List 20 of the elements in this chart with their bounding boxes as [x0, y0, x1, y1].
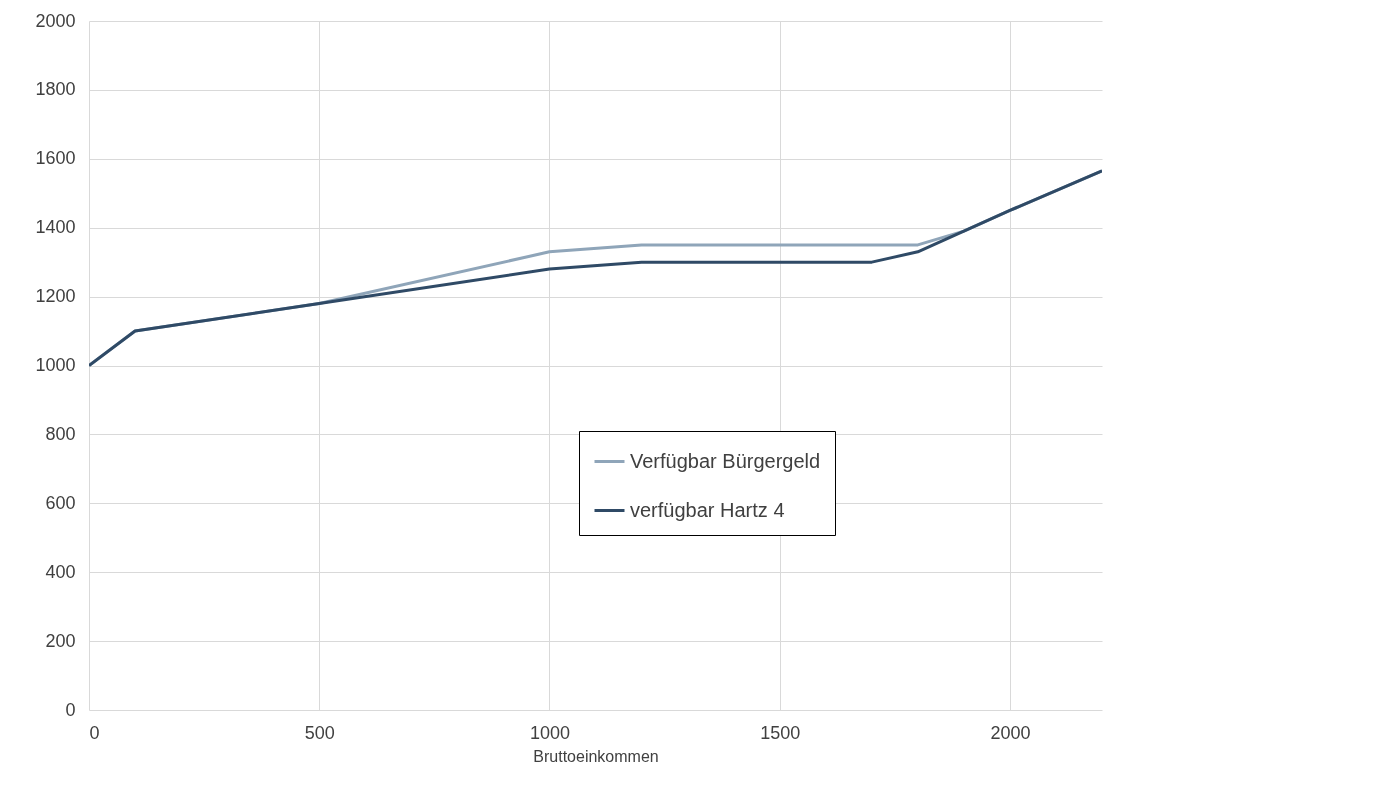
line-series — [89, 169, 1102, 367]
legend-label: verfügbar Hartz 4 — [630, 498, 785, 521]
x-tick-label: 1500 — [760, 722, 801, 743]
legend-label: Verfügbar Bürgergeld — [630, 449, 821, 472]
x-axis-title: Bruttoeinkommen — [533, 747, 659, 765]
y-tick-label: 400 — [45, 561, 76, 582]
x-tick-label: 1000 — [529, 722, 570, 743]
y-tick-label: 1600 — [35, 148, 76, 169]
y-tick-label: 200 — [45, 630, 76, 651]
y-tick-label: 600 — [45, 492, 76, 513]
x-tick-label: 2000 — [990, 722, 1031, 743]
y-tick-label: 1800 — [35, 79, 76, 100]
x-tick-label: 500 — [304, 722, 335, 743]
y-tick-label: 2000 — [35, 10, 76, 31]
y-tick-label: 1000 — [35, 355, 76, 375]
x-tick-label: 0 — [89, 722, 100, 743]
y-tick-label: 0 — [65, 699, 76, 720]
y-tick-label: 1200 — [35, 286, 76, 307]
y-tick-label: 1400 — [35, 217, 76, 238]
y-tick-label: 800 — [45, 423, 76, 444]
